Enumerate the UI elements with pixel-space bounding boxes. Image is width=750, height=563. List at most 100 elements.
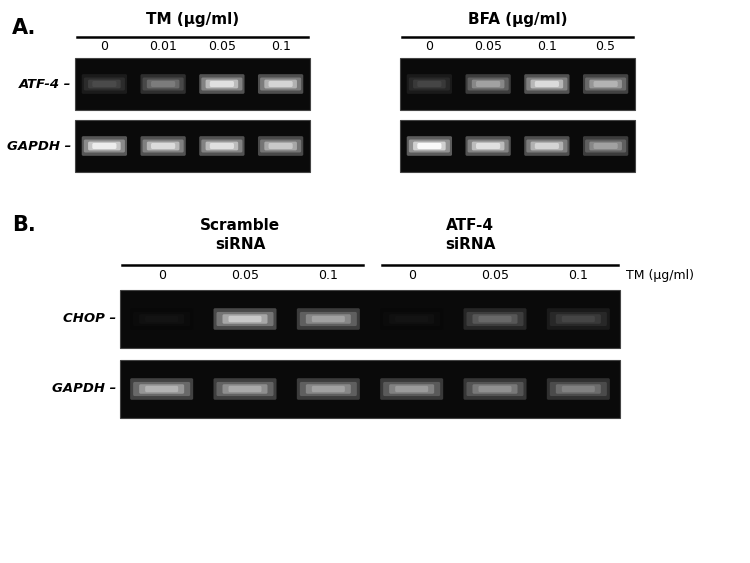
FancyBboxPatch shape (92, 81, 116, 87)
FancyBboxPatch shape (466, 74, 511, 94)
FancyBboxPatch shape (550, 382, 607, 396)
FancyBboxPatch shape (389, 385, 434, 394)
Text: 0.05: 0.05 (208, 40, 236, 53)
FancyBboxPatch shape (214, 308, 277, 330)
Text: 0.05: 0.05 (481, 269, 509, 282)
FancyBboxPatch shape (130, 378, 194, 400)
FancyBboxPatch shape (556, 314, 601, 324)
FancyBboxPatch shape (593, 81, 618, 87)
FancyBboxPatch shape (206, 141, 238, 150)
FancyBboxPatch shape (88, 141, 121, 150)
Text: ATF-4
siRNA: ATF-4 siRNA (445, 218, 495, 252)
FancyBboxPatch shape (476, 143, 500, 149)
FancyBboxPatch shape (201, 140, 242, 153)
Text: Scramble
siRNA: Scramble siRNA (200, 218, 280, 252)
Bar (75, 120, 310, 172)
FancyBboxPatch shape (210, 81, 234, 87)
FancyBboxPatch shape (312, 316, 345, 322)
FancyBboxPatch shape (300, 382, 357, 396)
FancyBboxPatch shape (466, 136, 511, 156)
FancyBboxPatch shape (583, 136, 628, 156)
FancyBboxPatch shape (147, 141, 179, 150)
FancyBboxPatch shape (147, 79, 179, 88)
FancyBboxPatch shape (550, 312, 607, 326)
Text: 0.1: 0.1 (271, 40, 290, 53)
FancyBboxPatch shape (264, 79, 297, 88)
FancyBboxPatch shape (547, 308, 610, 330)
FancyBboxPatch shape (380, 308, 443, 330)
Text: B.: B. (12, 215, 36, 235)
FancyBboxPatch shape (151, 143, 176, 149)
FancyBboxPatch shape (306, 314, 351, 324)
FancyBboxPatch shape (258, 74, 303, 94)
FancyBboxPatch shape (472, 79, 505, 88)
Text: TM (μg/ml): TM (μg/ml) (146, 12, 239, 27)
FancyBboxPatch shape (472, 314, 518, 324)
FancyBboxPatch shape (467, 78, 509, 91)
FancyBboxPatch shape (467, 140, 509, 153)
FancyBboxPatch shape (383, 382, 440, 396)
FancyBboxPatch shape (526, 78, 568, 91)
FancyBboxPatch shape (478, 316, 512, 322)
FancyBboxPatch shape (146, 316, 178, 322)
Bar (120, 290, 620, 348)
Text: 0: 0 (408, 269, 416, 282)
FancyBboxPatch shape (142, 78, 184, 91)
FancyBboxPatch shape (88, 79, 121, 88)
FancyBboxPatch shape (297, 308, 360, 330)
Text: 0.1: 0.1 (568, 269, 588, 282)
Bar (400, 120, 635, 172)
FancyBboxPatch shape (413, 79, 446, 88)
FancyBboxPatch shape (260, 78, 302, 91)
FancyBboxPatch shape (547, 378, 610, 400)
FancyBboxPatch shape (593, 143, 618, 149)
Text: ATF-4 –: ATF-4 – (19, 78, 71, 91)
FancyBboxPatch shape (140, 74, 186, 94)
FancyBboxPatch shape (268, 81, 292, 87)
FancyBboxPatch shape (306, 385, 351, 394)
Text: 0.1: 0.1 (319, 269, 338, 282)
FancyBboxPatch shape (524, 136, 569, 156)
FancyBboxPatch shape (524, 74, 569, 94)
Text: 0.05: 0.05 (474, 40, 502, 53)
Bar (400, 58, 635, 110)
FancyBboxPatch shape (413, 141, 446, 150)
Text: 0.01: 0.01 (149, 40, 177, 53)
FancyBboxPatch shape (409, 140, 450, 153)
Text: 0: 0 (100, 40, 108, 53)
FancyBboxPatch shape (562, 386, 595, 392)
FancyBboxPatch shape (530, 79, 563, 88)
FancyBboxPatch shape (223, 314, 268, 324)
FancyBboxPatch shape (526, 140, 568, 153)
Bar (120, 360, 620, 418)
FancyBboxPatch shape (130, 308, 194, 330)
FancyBboxPatch shape (472, 141, 505, 150)
FancyBboxPatch shape (590, 141, 622, 150)
FancyBboxPatch shape (214, 378, 277, 400)
Text: GAPDH –: GAPDH – (7, 140, 71, 153)
FancyBboxPatch shape (464, 378, 526, 400)
FancyBboxPatch shape (466, 382, 524, 396)
FancyBboxPatch shape (82, 74, 127, 94)
FancyBboxPatch shape (201, 78, 242, 91)
FancyBboxPatch shape (417, 143, 442, 149)
Text: GAPDH –: GAPDH – (52, 382, 116, 395)
FancyBboxPatch shape (464, 308, 526, 330)
FancyBboxPatch shape (583, 74, 628, 94)
Text: BFA (μg/ml): BFA (μg/ml) (468, 12, 567, 27)
Text: 0.5: 0.5 (596, 40, 616, 53)
FancyBboxPatch shape (535, 143, 559, 149)
FancyBboxPatch shape (585, 140, 626, 153)
FancyBboxPatch shape (312, 386, 345, 392)
FancyBboxPatch shape (206, 79, 238, 88)
FancyBboxPatch shape (409, 78, 450, 91)
FancyBboxPatch shape (134, 382, 190, 396)
FancyBboxPatch shape (297, 378, 360, 400)
FancyBboxPatch shape (140, 314, 184, 324)
FancyBboxPatch shape (476, 81, 500, 87)
FancyBboxPatch shape (556, 385, 601, 394)
FancyBboxPatch shape (260, 140, 302, 153)
FancyBboxPatch shape (535, 81, 559, 87)
FancyBboxPatch shape (585, 78, 626, 91)
FancyBboxPatch shape (383, 312, 440, 326)
